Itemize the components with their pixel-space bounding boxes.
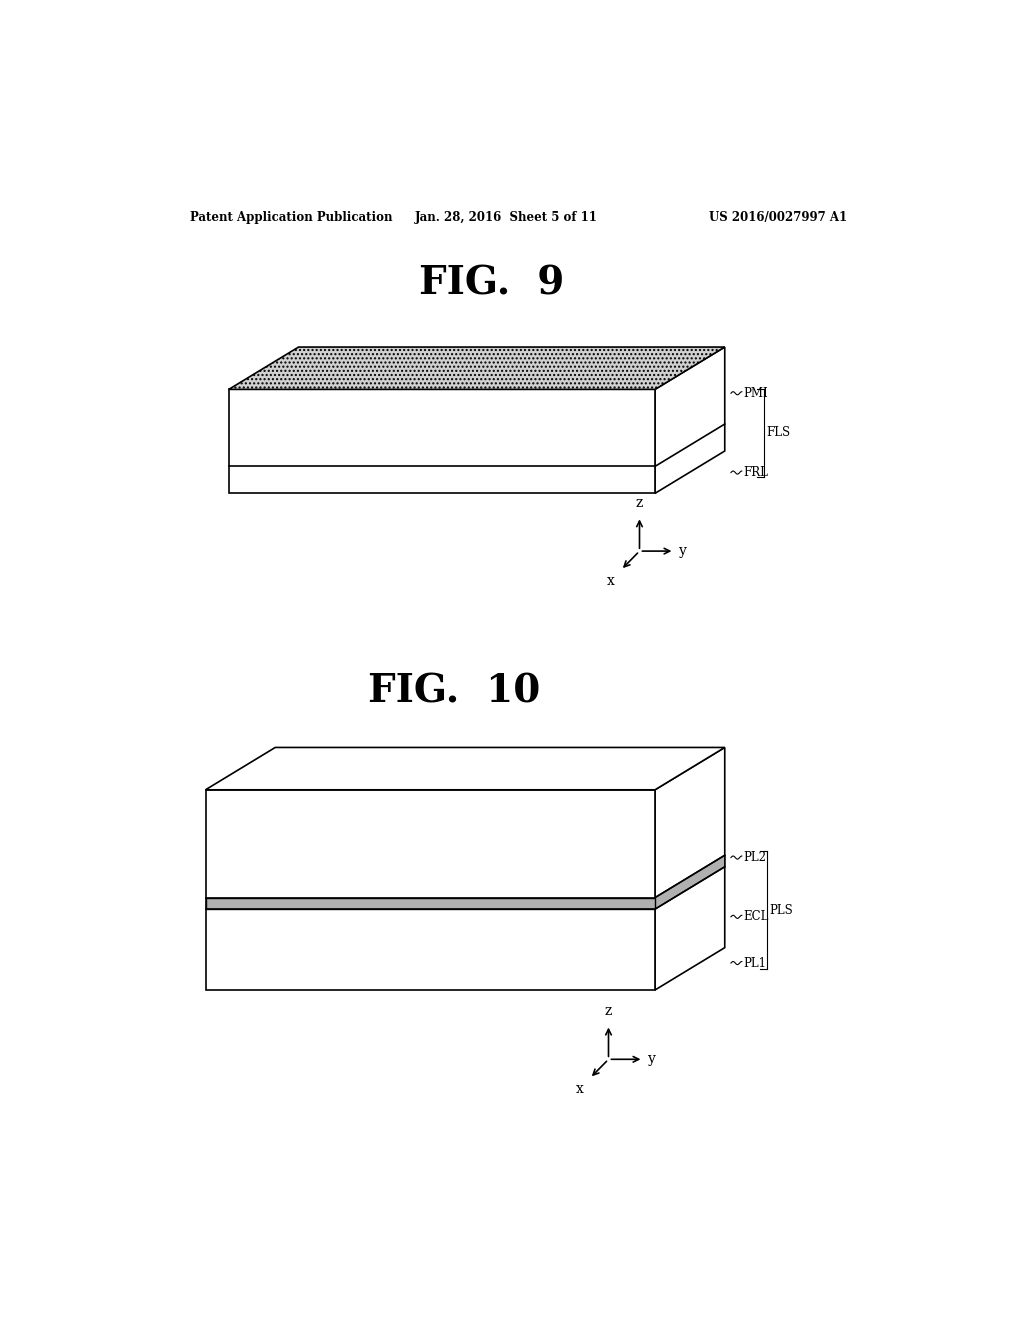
Text: y: y — [648, 1052, 656, 1067]
Text: PL1: PL1 — [743, 957, 766, 970]
Text: z: z — [636, 496, 643, 511]
Polygon shape — [206, 898, 655, 909]
Text: US 2016/0027997 A1: US 2016/0027997 A1 — [710, 211, 848, 224]
Polygon shape — [206, 789, 655, 990]
Text: x: x — [607, 574, 614, 587]
Polygon shape — [655, 855, 725, 909]
Text: FIG.  10: FIG. 10 — [369, 673, 541, 710]
Text: x: x — [575, 1082, 584, 1096]
Text: y: y — [679, 544, 687, 558]
Text: PLS: PLS — [770, 904, 794, 917]
Text: PMI: PMI — [743, 387, 768, 400]
Text: ECL: ECL — [743, 911, 769, 924]
Text: Jan. 28, 2016  Sheet 5 of 11: Jan. 28, 2016 Sheet 5 of 11 — [415, 211, 598, 224]
Polygon shape — [228, 347, 725, 389]
Text: FRL: FRL — [743, 466, 768, 479]
Polygon shape — [655, 347, 725, 494]
Polygon shape — [655, 747, 725, 990]
Text: PL2: PL2 — [743, 851, 766, 865]
Polygon shape — [228, 389, 655, 494]
Polygon shape — [206, 747, 725, 789]
Text: FIG.  9: FIG. 9 — [419, 264, 564, 302]
Text: FLS: FLS — [767, 426, 791, 440]
Text: Patent Application Publication: Patent Application Publication — [190, 211, 392, 224]
Text: z: z — [605, 1005, 612, 1019]
